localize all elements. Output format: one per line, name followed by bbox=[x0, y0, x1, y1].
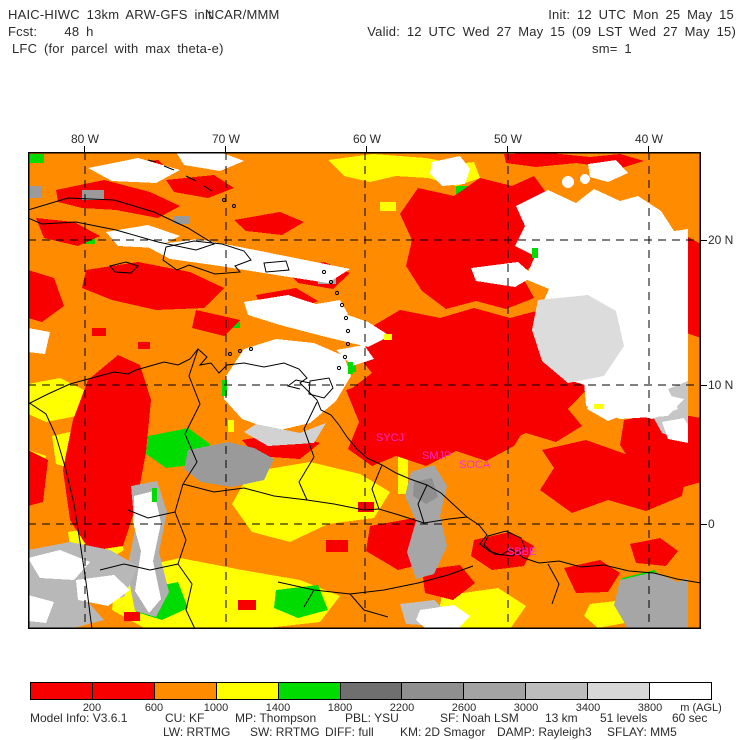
model-config-item: SF: Noah LSM bbox=[440, 711, 519, 725]
axis-tick bbox=[648, 146, 649, 152]
model-config-item: 51 levels bbox=[600, 711, 648, 725]
colorbar-segment bbox=[31, 683, 93, 699]
colorbar-segment bbox=[588, 683, 651, 699]
station-label-smjp: SMJP bbox=[422, 450, 451, 462]
colorbar-tick-label: 2200 bbox=[389, 702, 415, 714]
lon-tick-label: 60 W bbox=[352, 132, 381, 146]
lon-tick-label: 70 W bbox=[211, 132, 240, 146]
station-label-sbbe: SBBE bbox=[507, 546, 536, 558]
model-config-item: MP: Thompson bbox=[235, 711, 317, 725]
colorbar-tick-label: 1000 bbox=[203, 702, 229, 714]
lfc-filled-contour-map: SYCJ SMJP SOCA SBBE bbox=[28, 152, 701, 629]
sm-label: sm= 1 bbox=[592, 41, 632, 56]
init-time: Init: 12 UTC Mon 25 May 15 bbox=[548, 7, 734, 22]
station-label-sycj: SYCJ bbox=[376, 432, 404, 444]
colorbar-segment bbox=[464, 683, 527, 699]
colorbar-segment bbox=[526, 683, 589, 699]
colorbar-segment bbox=[216, 683, 279, 699]
colorbar-unit: m (AGL) bbox=[680, 702, 722, 714]
axis-tick bbox=[507, 146, 508, 152]
colorbar-tick-label: 3800 bbox=[637, 702, 663, 714]
axis-tick bbox=[701, 385, 707, 386]
lon-tick-label: 50 W bbox=[493, 132, 522, 146]
colorbar-segment bbox=[340, 683, 403, 699]
axis-tick bbox=[701, 240, 707, 241]
model-config-item: PBL: YSU bbox=[345, 711, 399, 725]
colorbar-segment bbox=[154, 683, 217, 699]
colorbar-tick-label: 600 bbox=[144, 702, 164, 714]
lat-tick-label: 20 N bbox=[708, 233, 734, 247]
lat-tick-label: 0 bbox=[708, 517, 715, 531]
colorbar-segment bbox=[92, 683, 155, 699]
model-config-item: SW: RRTMG bbox=[250, 725, 320, 739]
model-config-item: 13 km bbox=[545, 711, 578, 725]
colorbar-segment bbox=[278, 683, 341, 699]
axis-tick bbox=[84, 146, 85, 152]
colorbar-tick-label: 3000 bbox=[513, 702, 539, 714]
axis-tick bbox=[366, 146, 367, 152]
model-config-item: Model Info: V3.6.1 bbox=[30, 711, 128, 725]
field-label: LFC (for parcel with max theta-e) bbox=[12, 41, 224, 56]
lon-tick-label: 40 W bbox=[634, 132, 663, 146]
colorbar-tick-label: 2600 bbox=[451, 702, 477, 714]
model-config-item: CU: KF bbox=[165, 711, 205, 725]
colorbar-tick-label: 3400 bbox=[575, 702, 601, 714]
colorbar-tick-label: 1400 bbox=[265, 702, 291, 714]
axis-tick bbox=[701, 524, 707, 525]
model-config-item: DAMP: Rayleigh3 bbox=[497, 725, 592, 739]
org-label: NCAR/MMM bbox=[205, 7, 280, 22]
model-config-item: DIFF: full bbox=[325, 725, 374, 739]
colorbar bbox=[30, 682, 712, 700]
forecast-hour: Fcst: 48 h bbox=[8, 24, 94, 39]
valid-time: Valid: 12 UTC Wed 27 May 15 (09 LST Wed … bbox=[367, 24, 736, 39]
axis-tick bbox=[225, 146, 226, 152]
colorbar-segment bbox=[650, 683, 711, 699]
model-config-item: KM: 2D Smagor bbox=[400, 725, 486, 739]
colorbar-segment bbox=[402, 683, 465, 699]
model-title: HAIC-HIWC 13km ARW-GFS init bbox=[8, 7, 212, 22]
colorbar-tick-label: 200 bbox=[82, 702, 102, 714]
station-label-soca: SOCA bbox=[459, 459, 491, 471]
model-config-item: LW: RRTMG bbox=[163, 725, 231, 739]
lon-tick-label: 80 W bbox=[70, 132, 99, 146]
model-config-item: 60 sec bbox=[672, 711, 708, 725]
lat-tick-label: 10 N bbox=[708, 378, 734, 392]
model-config-item: SFLAY: MM5 bbox=[607, 725, 677, 739]
colorbar-tick-label: 1800 bbox=[327, 702, 353, 714]
